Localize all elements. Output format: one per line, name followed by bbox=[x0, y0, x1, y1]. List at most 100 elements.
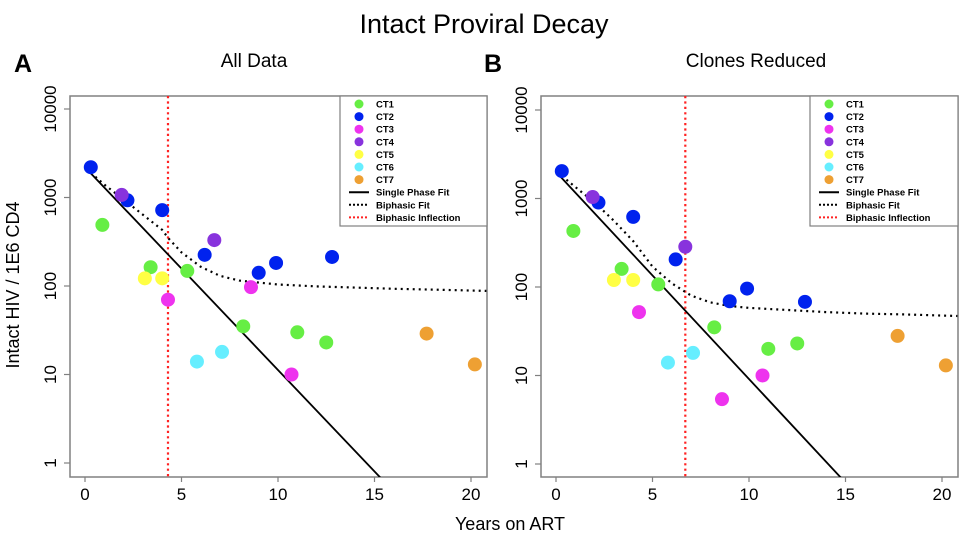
data-point-ct2 bbox=[197, 247, 212, 262]
legend-marker-ct1 bbox=[824, 99, 834, 109]
data-point-ct2 bbox=[554, 164, 569, 179]
legend-marker-ct2 bbox=[354, 112, 364, 122]
single-phase-fit-line bbox=[555, 171, 842, 477]
data-point-ct3 bbox=[160, 292, 175, 307]
x-tick-label: 0 bbox=[80, 485, 89, 504]
data-point-ct5 bbox=[626, 272, 641, 287]
legend-marker-ct5 bbox=[824, 149, 834, 159]
panel-letter: A bbox=[14, 50, 32, 78]
legend-label: CT6 bbox=[846, 163, 864, 174]
data-point-ct1 bbox=[319, 335, 334, 350]
y-tick-label: 1000 bbox=[512, 180, 531, 218]
data-point-ct1 bbox=[290, 325, 305, 340]
data-point-ct3 bbox=[631, 305, 646, 320]
y-tick-label: 10 bbox=[41, 365, 60, 384]
legend-marker-ct4 bbox=[824, 137, 834, 147]
legend-box bbox=[339, 95, 488, 227]
x-tick-label: 20 bbox=[462, 485, 481, 504]
data-point-ct1 bbox=[761, 341, 776, 356]
plot-area bbox=[554, 96, 958, 477]
data-point-ct2 bbox=[740, 281, 755, 296]
legend-marker-ct7 bbox=[824, 175, 834, 185]
data-point-ct3 bbox=[714, 392, 729, 407]
data-point-ct4 bbox=[114, 187, 129, 202]
panel-title: All Data bbox=[221, 51, 288, 72]
x-tick-label: 15 bbox=[365, 485, 384, 504]
legend-label: CT7 bbox=[846, 175, 864, 186]
legend-marker-ct6 bbox=[354, 162, 364, 172]
legend-label: CT4 bbox=[376, 137, 395, 148]
legend-label: Biphasic Fit bbox=[376, 200, 431, 211]
legend-label: Biphasic Inflection bbox=[846, 213, 931, 224]
data-point-ct2 bbox=[251, 265, 266, 280]
x-tick-label: 10 bbox=[740, 485, 759, 504]
legend-marker-ct7 bbox=[354, 175, 364, 185]
data-point-ct2 bbox=[722, 294, 737, 309]
legend-label: CT1 bbox=[846, 100, 865, 111]
x-tick-label: 0 bbox=[551, 485, 560, 504]
x-tick-label: 5 bbox=[648, 485, 657, 504]
legend-marker-ct6 bbox=[824, 162, 834, 172]
data-point-ct2 bbox=[269, 255, 284, 270]
data-point-ct2 bbox=[668, 252, 683, 267]
legend-label: Biphasic Inflection bbox=[376, 213, 461, 224]
data-point-ct1 bbox=[95, 217, 110, 232]
data-point-ct5 bbox=[155, 271, 170, 286]
data-point-ct1 bbox=[614, 261, 629, 276]
x-axis-label: Years on ART bbox=[455, 514, 565, 534]
data-point-ct6 bbox=[189, 354, 204, 369]
data-point-ct1 bbox=[143, 260, 158, 275]
data-point-ct2 bbox=[155, 203, 170, 218]
x-tick-label: 10 bbox=[269, 485, 288, 504]
data-point-ct1 bbox=[790, 336, 805, 351]
data-point-ct5 bbox=[137, 271, 152, 286]
y-tick-label: 1000 bbox=[41, 179, 60, 217]
data-point-ct5 bbox=[606, 272, 621, 287]
data-point-ct3 bbox=[755, 368, 770, 383]
data-point-ct1 bbox=[651, 277, 666, 292]
legend-label: CT3 bbox=[846, 125, 864, 136]
data-point-ct3 bbox=[284, 367, 299, 382]
legend-label: CT1 bbox=[376, 100, 395, 111]
y-tick-label: 10 bbox=[512, 366, 531, 385]
legend-label: CT3 bbox=[376, 125, 394, 136]
data-point-ct1 bbox=[180, 263, 195, 278]
y-tick-label: 100 bbox=[512, 273, 531, 301]
data-point-ct1 bbox=[707, 320, 722, 335]
single-phase-fit-line bbox=[84, 166, 382, 477]
panel-letter: B bbox=[484, 50, 502, 78]
x-tick-label: 5 bbox=[177, 485, 186, 504]
data-point-ct2 bbox=[83, 160, 98, 175]
legend-label: CT4 bbox=[846, 137, 865, 148]
data-point-ct6 bbox=[686, 345, 701, 360]
data-point-ct1 bbox=[236, 319, 251, 334]
legend-label: CT5 bbox=[376, 150, 395, 161]
data-point-ct6 bbox=[215, 344, 230, 359]
data-point-ct7 bbox=[419, 326, 434, 341]
legend-marker-ct3 bbox=[354, 124, 364, 134]
y-tick-label: 10000 bbox=[41, 85, 60, 132]
data-point-ct1 bbox=[566, 223, 581, 238]
y-tick-label: 1 bbox=[512, 459, 531, 468]
legend-marker-ct2 bbox=[824, 112, 834, 122]
data-point-ct3 bbox=[243, 280, 258, 295]
biphasic-fit-line bbox=[90, 171, 487, 292]
panel-a: A All Data 0 5 10 15 20 1 10 100 1000 10000 CT1CT2… bbox=[14, 50, 488, 504]
data-point-ct7 bbox=[890, 328, 905, 343]
legend-label: CT6 bbox=[376, 163, 394, 174]
legend-label: CT2 bbox=[846, 112, 864, 123]
legend-marker-ct4 bbox=[354, 137, 364, 147]
data-point-ct6 bbox=[660, 355, 675, 370]
legend-marker-ct1 bbox=[354, 99, 364, 109]
legend-label: Single Phase Fit bbox=[846, 188, 920, 199]
x-tick-label: 20 bbox=[933, 485, 952, 504]
y-axis-label: Intact HIV / 1E6 CD4 bbox=[3, 201, 23, 368]
legend-label: CT5 bbox=[846, 150, 865, 161]
legend-label: Biphasic Fit bbox=[846, 200, 901, 211]
data-point-ct4 bbox=[585, 189, 600, 204]
data-point-ct2 bbox=[626, 209, 641, 224]
panel-b: B Clones Reduced 0 5 10 15 20 1 10 100 1000 10000… bbox=[484, 50, 959, 504]
y-tick-label: 10000 bbox=[512, 86, 531, 133]
data-point-ct2 bbox=[325, 249, 340, 264]
